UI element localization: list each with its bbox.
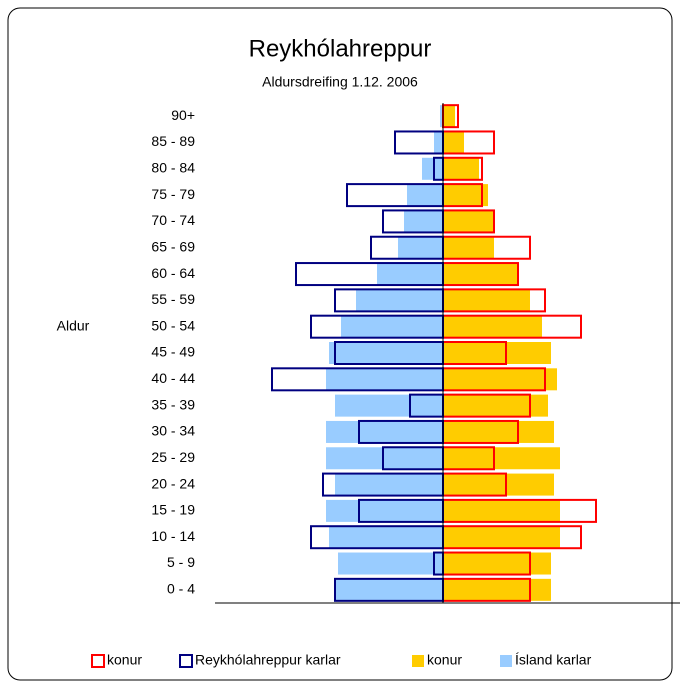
chart-subtitle: Aldursdreifing 1.12. 2006 xyxy=(262,74,418,90)
bar xyxy=(443,420,554,443)
legend-swatch xyxy=(500,655,512,667)
bar xyxy=(443,210,494,233)
bar xyxy=(434,131,443,154)
bar xyxy=(443,342,551,364)
y-tick-label: 50 - 54 xyxy=(151,317,195,333)
legend-label: Reykhólahreppur karlar xyxy=(195,652,341,668)
bar xyxy=(329,342,443,364)
bar xyxy=(443,473,554,496)
bar xyxy=(422,157,443,180)
y-tick-label: 65 - 69 xyxy=(151,238,195,254)
bar xyxy=(443,157,479,180)
y-tick-label: 45 - 49 xyxy=(151,344,195,360)
bar xyxy=(443,394,548,417)
bar xyxy=(326,499,443,522)
bar xyxy=(443,552,551,575)
bar xyxy=(326,447,443,470)
bar xyxy=(407,184,443,207)
y-tick-label: 60 - 64 xyxy=(151,265,195,281)
bar xyxy=(398,236,443,259)
bar xyxy=(377,263,443,286)
y-tick-label: 10 - 14 xyxy=(151,528,195,544)
bar xyxy=(326,420,443,443)
y-axis-label: Aldur xyxy=(57,318,90,334)
bar xyxy=(338,552,443,575)
y-tick-label: 55 - 59 xyxy=(151,291,195,307)
bar xyxy=(404,210,443,233)
y-tick-label: 25 - 29 xyxy=(151,449,195,465)
bar xyxy=(443,499,560,522)
legend-label: Ísland karlar xyxy=(515,652,592,668)
y-tick-label: 85 - 89 xyxy=(151,133,195,149)
y-tick-label: 80 - 84 xyxy=(151,159,195,175)
bar xyxy=(335,578,443,601)
y-tick-label: 5 - 9 xyxy=(167,554,195,570)
legend-swatch xyxy=(412,655,424,667)
chart-title: Reykhólahreppur xyxy=(249,35,432,62)
bar xyxy=(443,526,560,549)
bar xyxy=(443,105,455,128)
bar xyxy=(443,447,560,470)
bar xyxy=(443,289,530,312)
bar xyxy=(443,236,494,259)
y-tick-label: 90+ xyxy=(171,107,195,123)
bar xyxy=(335,473,443,496)
y-tick-label: 35 - 39 xyxy=(151,396,195,412)
bar xyxy=(341,315,443,338)
bar xyxy=(356,289,443,312)
y-tick-label: 15 - 19 xyxy=(151,502,195,518)
bar xyxy=(443,263,518,286)
bar xyxy=(329,526,443,549)
bar xyxy=(443,578,551,601)
bar xyxy=(335,394,443,417)
bar xyxy=(443,131,464,154)
y-tick-label: 20 - 24 xyxy=(151,475,195,491)
bar xyxy=(443,315,542,338)
y-tick-label: 40 - 44 xyxy=(151,370,195,386)
bar xyxy=(326,368,443,391)
bar xyxy=(440,105,443,128)
y-tick-label: 70 - 74 xyxy=(151,212,195,228)
legend-swatch xyxy=(91,654,105,668)
bar xyxy=(443,368,557,391)
legend-label: konur xyxy=(107,652,142,668)
bar xyxy=(443,184,488,207)
y-tick-label: 75 - 79 xyxy=(151,186,195,202)
y-tick-label: 30 - 34 xyxy=(151,423,195,439)
legend-label: konur xyxy=(427,652,462,668)
y-tick-label: 0 - 4 xyxy=(167,581,195,597)
legend-swatch xyxy=(179,654,193,668)
